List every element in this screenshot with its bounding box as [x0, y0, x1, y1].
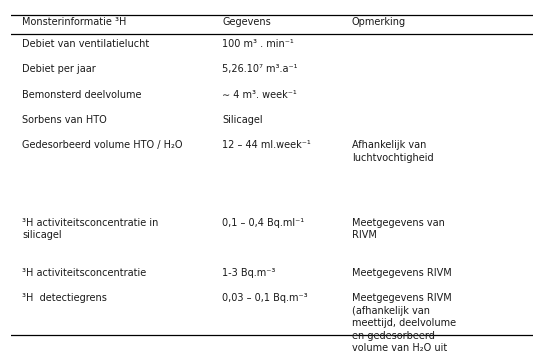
Text: Gegevens: Gegevens	[222, 17, 271, 27]
Text: 12 – 44 ml.week⁻¹: 12 – 44 ml.week⁻¹	[222, 140, 311, 150]
Text: Meetgegevens RIVM
(afhankelijk van
meettijd, deelvolume
en gedesorbeerd
volume v: Meetgegevens RIVM (afhankelijk van meett…	[352, 293, 456, 351]
Text: Gedesorbeerd volume HTO / H₂O: Gedesorbeerd volume HTO / H₂O	[22, 140, 183, 150]
Text: Silicagel: Silicagel	[222, 115, 263, 125]
Text: 0,1 – 0,4 Bq.ml⁻¹: 0,1 – 0,4 Bq.ml⁻¹	[222, 218, 305, 227]
Text: ³H activiteitsconcentratie in
silicagel: ³H activiteitsconcentratie in silicagel	[22, 218, 159, 240]
Text: Meetgegevens van
RIVM: Meetgegevens van RIVM	[352, 218, 445, 240]
Text: 0,03 – 0,1 Bq.m⁻³: 0,03 – 0,1 Bq.m⁻³	[222, 293, 308, 303]
Text: 1-3 Bq.m⁻³: 1-3 Bq.m⁻³	[222, 268, 276, 278]
Text: 100 m³ . min⁻¹: 100 m³ . min⁻¹	[222, 39, 294, 49]
Text: Bemonsterd deelvolume: Bemonsterd deelvolume	[22, 90, 142, 100]
Text: ³H  detectiegrens: ³H detectiegrens	[22, 293, 107, 303]
Text: Debiet van ventilatielucht: Debiet van ventilatielucht	[22, 39, 150, 49]
Text: ³H activiteitsconcentratie: ³H activiteitsconcentratie	[22, 268, 147, 278]
Text: Monsterinformatie ³H: Monsterinformatie ³H	[22, 17, 127, 27]
Text: 5,26.10⁷ m³.a⁻¹: 5,26.10⁷ m³.a⁻¹	[222, 64, 298, 74]
Text: ∼ 4 m³. week⁻¹: ∼ 4 m³. week⁻¹	[222, 90, 297, 100]
Text: Opmerking: Opmerking	[352, 17, 406, 27]
Text: Afhankelijk van
luchtvochtigheid: Afhankelijk van luchtvochtigheid	[352, 140, 434, 163]
Text: Sorbens van HTO: Sorbens van HTO	[22, 115, 107, 125]
Text: Debiet per jaar: Debiet per jaar	[22, 64, 96, 74]
Text: Meetgegevens RIVM: Meetgegevens RIVM	[352, 268, 452, 278]
